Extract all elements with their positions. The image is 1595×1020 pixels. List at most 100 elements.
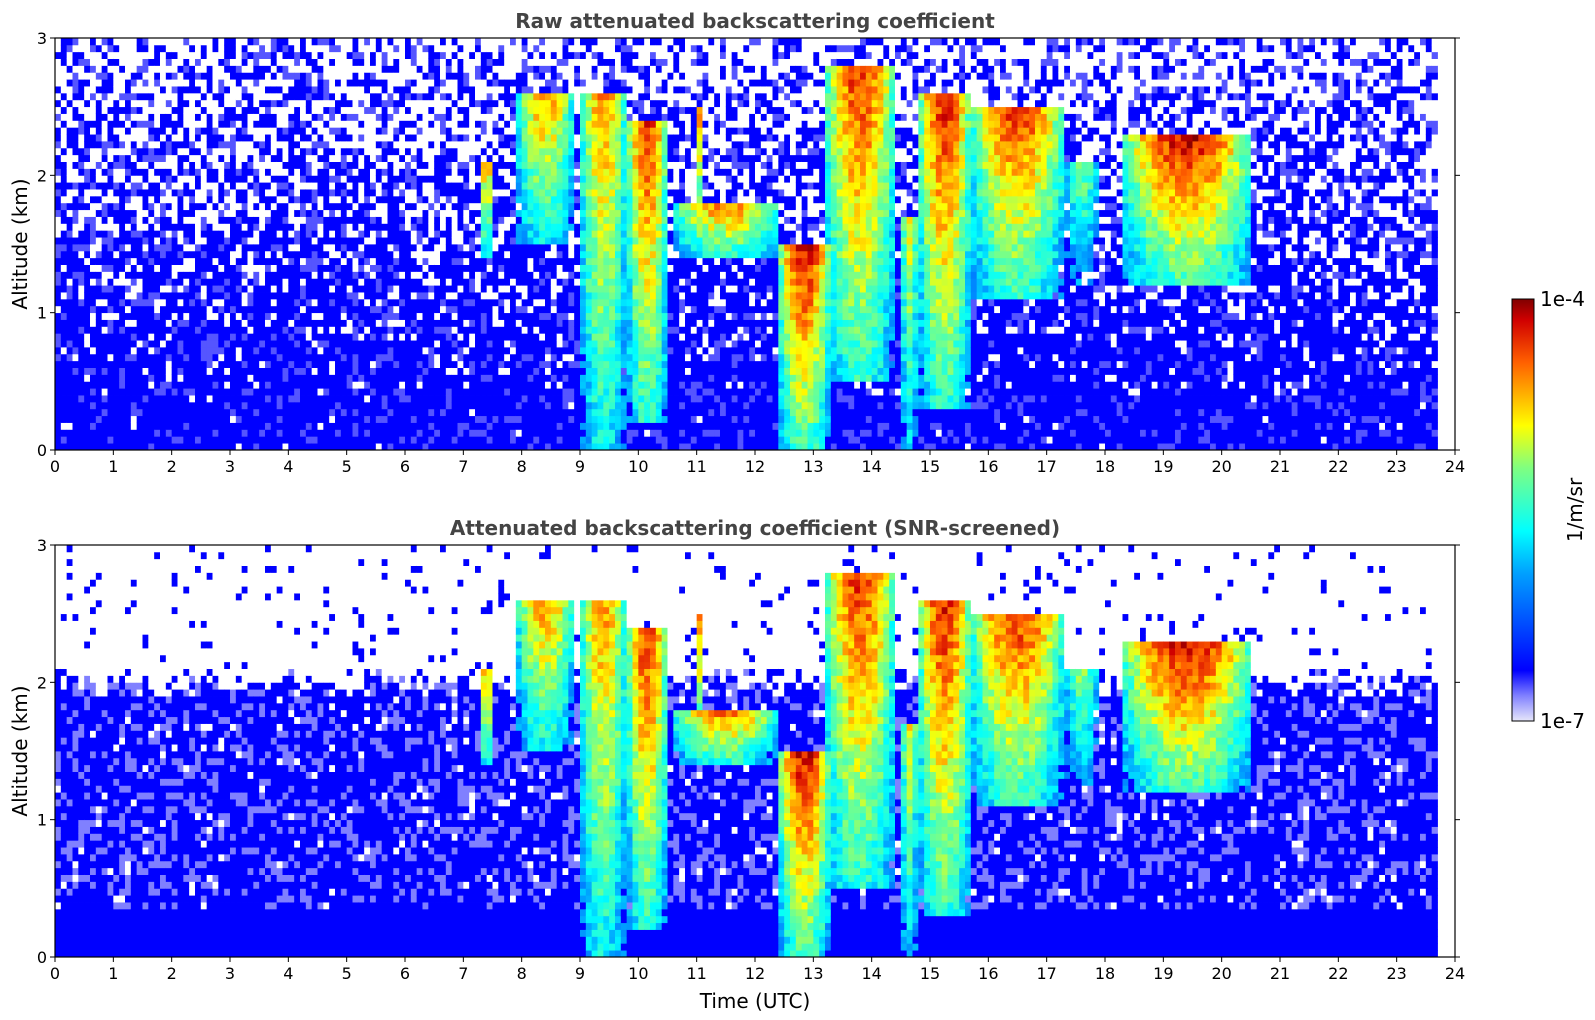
heatmap-cell bbox=[67, 285, 73, 292]
heatmap-cell bbox=[166, 320, 172, 327]
heatmap-cell bbox=[61, 114, 67, 121]
heatmap-cell bbox=[61, 326, 67, 333]
heatmap-cell bbox=[102, 278, 108, 285]
heatmap-cell bbox=[125, 100, 131, 107]
heatmap-cell bbox=[96, 189, 102, 196]
heatmap-cell bbox=[166, 72, 172, 79]
heatmap-cell bbox=[154, 210, 160, 217]
heatmap-cell bbox=[84, 429, 90, 436]
heatmap-cell bbox=[55, 107, 61, 114]
heatmap-cell bbox=[102, 244, 108, 251]
heatmap-cell bbox=[172, 182, 178, 189]
heatmap-cell bbox=[148, 155, 154, 162]
heatmap-cell bbox=[119, 423, 125, 430]
heatmap-cell bbox=[108, 182, 114, 189]
heatmap-cell bbox=[102, 65, 108, 72]
heatmap-cell bbox=[73, 402, 79, 409]
heatmap-cell bbox=[102, 59, 108, 66]
heatmap-cell bbox=[102, 162, 108, 169]
heatmap-cell bbox=[61, 107, 67, 114]
heatmap-cell bbox=[78, 313, 84, 320]
heatmap-cell bbox=[119, 52, 125, 59]
heatmap-cell bbox=[172, 59, 178, 66]
heatmap-cell bbox=[67, 306, 73, 313]
heatmap-cell bbox=[96, 320, 102, 327]
heatmap-cell bbox=[131, 237, 137, 244]
heatmap-cell bbox=[78, 409, 84, 416]
heatmap-cell bbox=[73, 429, 79, 436]
heatmap-cell bbox=[113, 423, 119, 430]
heatmap-cell bbox=[131, 59, 137, 66]
heatmap-cell bbox=[84, 299, 90, 306]
heatmap-cell bbox=[189, 381, 195, 388]
heatmap-cell bbox=[172, 313, 178, 320]
heatmap-cell bbox=[113, 196, 119, 203]
heatmap-cell bbox=[113, 354, 119, 361]
heatmap-cell bbox=[113, 436, 119, 443]
heatmap-cell bbox=[73, 354, 79, 361]
heatmap-cell bbox=[131, 217, 137, 224]
heatmap-cell bbox=[137, 168, 143, 175]
heatmap-cell bbox=[119, 196, 125, 203]
heatmap-cell bbox=[160, 347, 166, 354]
heatmap-cell bbox=[154, 182, 160, 189]
heatmap-cell bbox=[90, 443, 96, 450]
heatmap-cell bbox=[119, 127, 125, 134]
heatmap-cell bbox=[108, 127, 114, 134]
heatmap-cell bbox=[96, 278, 102, 285]
heatmap-cell bbox=[73, 38, 79, 45]
heatmap-cell bbox=[131, 429, 137, 436]
heatmap-cell bbox=[148, 72, 154, 79]
heatmap-cell bbox=[73, 374, 79, 381]
heatmap-cell bbox=[55, 326, 61, 333]
heatmap-cell bbox=[55, 306, 61, 313]
heatmap-cell bbox=[137, 340, 143, 347]
heatmap-cell bbox=[131, 134, 137, 141]
heatmap-cell bbox=[154, 320, 160, 327]
heatmap-cell bbox=[195, 162, 201, 169]
heatmap-cell bbox=[183, 265, 189, 272]
heatmap-cell bbox=[125, 65, 131, 72]
heatmap-cell bbox=[119, 223, 125, 230]
heatmap-cell bbox=[90, 388, 96, 395]
heatmap-cell bbox=[78, 189, 84, 196]
heatmap-cell bbox=[113, 374, 119, 381]
heatmap-cell bbox=[154, 374, 160, 381]
heatmap-cell bbox=[119, 203, 125, 210]
heatmap-cell bbox=[137, 409, 143, 416]
heatmap-cell bbox=[55, 141, 61, 148]
heatmap-cell bbox=[137, 320, 143, 327]
heatmap-cell bbox=[166, 148, 172, 155]
heatmap-cell bbox=[73, 189, 79, 196]
heatmap-cell bbox=[166, 45, 172, 52]
heatmap-cell bbox=[84, 114, 90, 121]
heatmap-cell bbox=[96, 285, 102, 292]
heatmap-cell bbox=[102, 107, 108, 114]
heatmap-cell bbox=[166, 168, 172, 175]
heatmap-cell bbox=[143, 395, 149, 402]
heatmap-cell bbox=[137, 134, 143, 141]
heatmap-cell bbox=[160, 114, 166, 121]
heatmap-cell bbox=[183, 388, 189, 395]
heatmap-cell bbox=[178, 45, 184, 52]
heatmap-cell bbox=[172, 333, 178, 340]
heatmap-cell bbox=[172, 168, 178, 175]
heatmap-cell bbox=[108, 333, 114, 340]
heatmap-cell bbox=[125, 354, 131, 361]
heatmap-cell bbox=[137, 38, 143, 45]
heatmap-cell bbox=[183, 141, 189, 148]
heatmap-cell bbox=[183, 416, 189, 423]
heatmap-cell bbox=[137, 313, 143, 320]
heatmap-cell bbox=[73, 443, 79, 450]
heatmap-cell bbox=[166, 93, 172, 100]
heatmap-cell bbox=[189, 313, 195, 320]
heatmap-cell bbox=[108, 285, 114, 292]
heatmap-cell bbox=[148, 45, 154, 52]
heatmap-cell bbox=[55, 72, 61, 79]
heatmap-cell bbox=[201, 423, 207, 430]
heatmap-cell bbox=[73, 361, 79, 368]
heatmap-cell bbox=[143, 306, 149, 313]
heatmap-cell bbox=[172, 402, 178, 409]
heatmap-cell bbox=[113, 127, 119, 134]
heatmap-cell bbox=[131, 306, 137, 313]
